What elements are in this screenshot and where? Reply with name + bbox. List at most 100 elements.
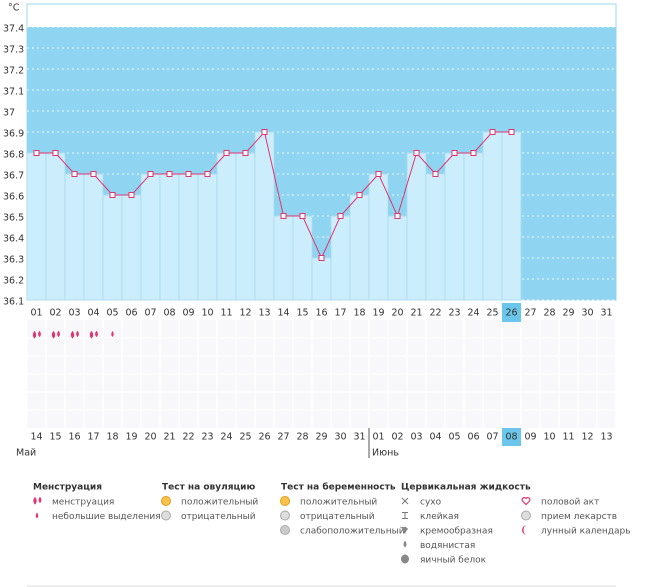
- date-label: 25: [239, 432, 251, 443]
- x-tick-label: 05: [106, 308, 118, 319]
- temp-bar: [102, 194, 123, 301]
- date-label: 29: [315, 432, 327, 443]
- date-label: 17: [87, 432, 99, 443]
- legend-icon: [402, 526, 408, 534]
- y-tick-label: 36.6: [3, 192, 24, 203]
- x-tick-label: 28: [543, 308, 555, 319]
- x-tick-label: 24: [467, 308, 479, 319]
- legend-item: кремообразная: [420, 527, 493, 537]
- temp-marker: [375, 171, 382, 177]
- temp-bar: [254, 131, 275, 301]
- temp-marker: [432, 171, 439, 177]
- legend-icon: [38, 496, 42, 504]
- x-tick-label: 08: [163, 308, 175, 319]
- x-tick-label: 06: [125, 308, 137, 319]
- date-label: 15: [49, 432, 61, 443]
- x-tick-label: 10: [201, 308, 213, 319]
- flow-icon: [111, 331, 114, 337]
- today-date-box: [502, 428, 521, 446]
- y-tick-label: 36.5: [3, 213, 24, 224]
- flow-icon: [70, 330, 75, 339]
- y-tick-label: 36.2: [3, 276, 24, 287]
- temp-bar: [159, 173, 180, 301]
- legend-icon: [521, 510, 531, 521]
- date-label: 08: [505, 432, 517, 443]
- x-tick-label: 17: [334, 308, 346, 319]
- legend-icon: [161, 510, 171, 521]
- temp-bar: [216, 152, 237, 301]
- date-label: 01: [372, 432, 384, 443]
- temp-bar: [83, 173, 104, 301]
- y-tick-label: 36.1: [3, 297, 24, 308]
- temp-marker: [337, 213, 344, 219]
- legend-item: сухо: [420, 498, 442, 508]
- temp-bar: [178, 173, 199, 301]
- x-tick-label: 03: [68, 308, 80, 319]
- legend-item: клейкая: [420, 512, 459, 522]
- flow-icon: [57, 330, 60, 338]
- date-label: 13: [600, 432, 612, 443]
- x-tick-label: 18: [353, 308, 365, 319]
- temp-marker: [261, 129, 268, 135]
- legend-icon: [522, 525, 527, 535]
- legend-item: водянистая: [420, 541, 475, 551]
- legend-icon: [280, 510, 290, 521]
- temp-bar: [444, 152, 465, 301]
- flow-icon: [76, 330, 79, 338]
- date-label: 10: [543, 432, 555, 443]
- y-tick-label: 37.1: [3, 87, 24, 98]
- legend-icon: [521, 497, 531, 506]
- y-tick-label: 36.3: [3, 255, 24, 266]
- temp-line: [36, 130, 512, 260]
- date-label: 26: [258, 432, 270, 443]
- date-label: 20: [144, 432, 156, 443]
- x-tick-label: 27: [524, 308, 536, 319]
- temp-bar: [235, 152, 256, 301]
- temp-marker: [508, 129, 515, 135]
- y-tick-label: 37.2: [3, 66, 24, 77]
- x-tick-label: 22: [429, 308, 441, 319]
- x-tick-label: 23: [448, 308, 460, 319]
- temp-bar: [501, 131, 522, 301]
- date-label: 22: [182, 432, 194, 443]
- temp-marker: [318, 255, 325, 261]
- x-tick-label: 14: [277, 308, 289, 319]
- temp-bar: [368, 173, 389, 301]
- flow-icon: [38, 330, 41, 338]
- legend-item: отрицательный: [300, 512, 375, 522]
- temp-bar: [349, 194, 370, 301]
- temp-marker: [451, 150, 458, 156]
- date-label: 16: [68, 432, 80, 443]
- temp-marker: [185, 171, 192, 177]
- temp-bar: [197, 173, 218, 301]
- date-label: 04: [429, 432, 441, 443]
- temp-bar: [292, 215, 313, 301]
- date-label: 12: [581, 432, 593, 443]
- date-label: 06: [467, 432, 479, 443]
- x-tick-label: 09: [182, 308, 194, 319]
- month-label: Май: [16, 448, 36, 459]
- x-tick-label: 01: [30, 308, 42, 319]
- x-tick-label: 12: [239, 308, 251, 319]
- date-label: 28: [296, 432, 308, 443]
- y-tick-label: 37.3: [3, 45, 24, 56]
- temp-bar: [273, 215, 294, 301]
- date-label: 14: [30, 432, 42, 443]
- flow-icon: [32, 330, 37, 339]
- date-label: 30: [334, 432, 346, 443]
- legend-icon: [33, 496, 37, 505]
- legend-item: менструация: [52, 498, 114, 508]
- date-label: 27: [277, 432, 289, 443]
- date-label: 07: [486, 432, 498, 443]
- temp-marker: [299, 213, 306, 219]
- y-tick-label: 37: [3, 108, 15, 119]
- flow-icon: [51, 330, 56, 339]
- month-label: Июнь: [372, 448, 399, 459]
- y-tick-label: 36.7: [3, 171, 24, 182]
- legend-item: положительный: [181, 498, 258, 508]
- temp-bar: [463, 152, 484, 301]
- y-tick-label: 36.4: [3, 234, 24, 245]
- legend-item: лунный календарь: [541, 527, 631, 537]
- y-tick-label: 37.4: [3, 24, 24, 35]
- temp-bar: [64, 173, 85, 301]
